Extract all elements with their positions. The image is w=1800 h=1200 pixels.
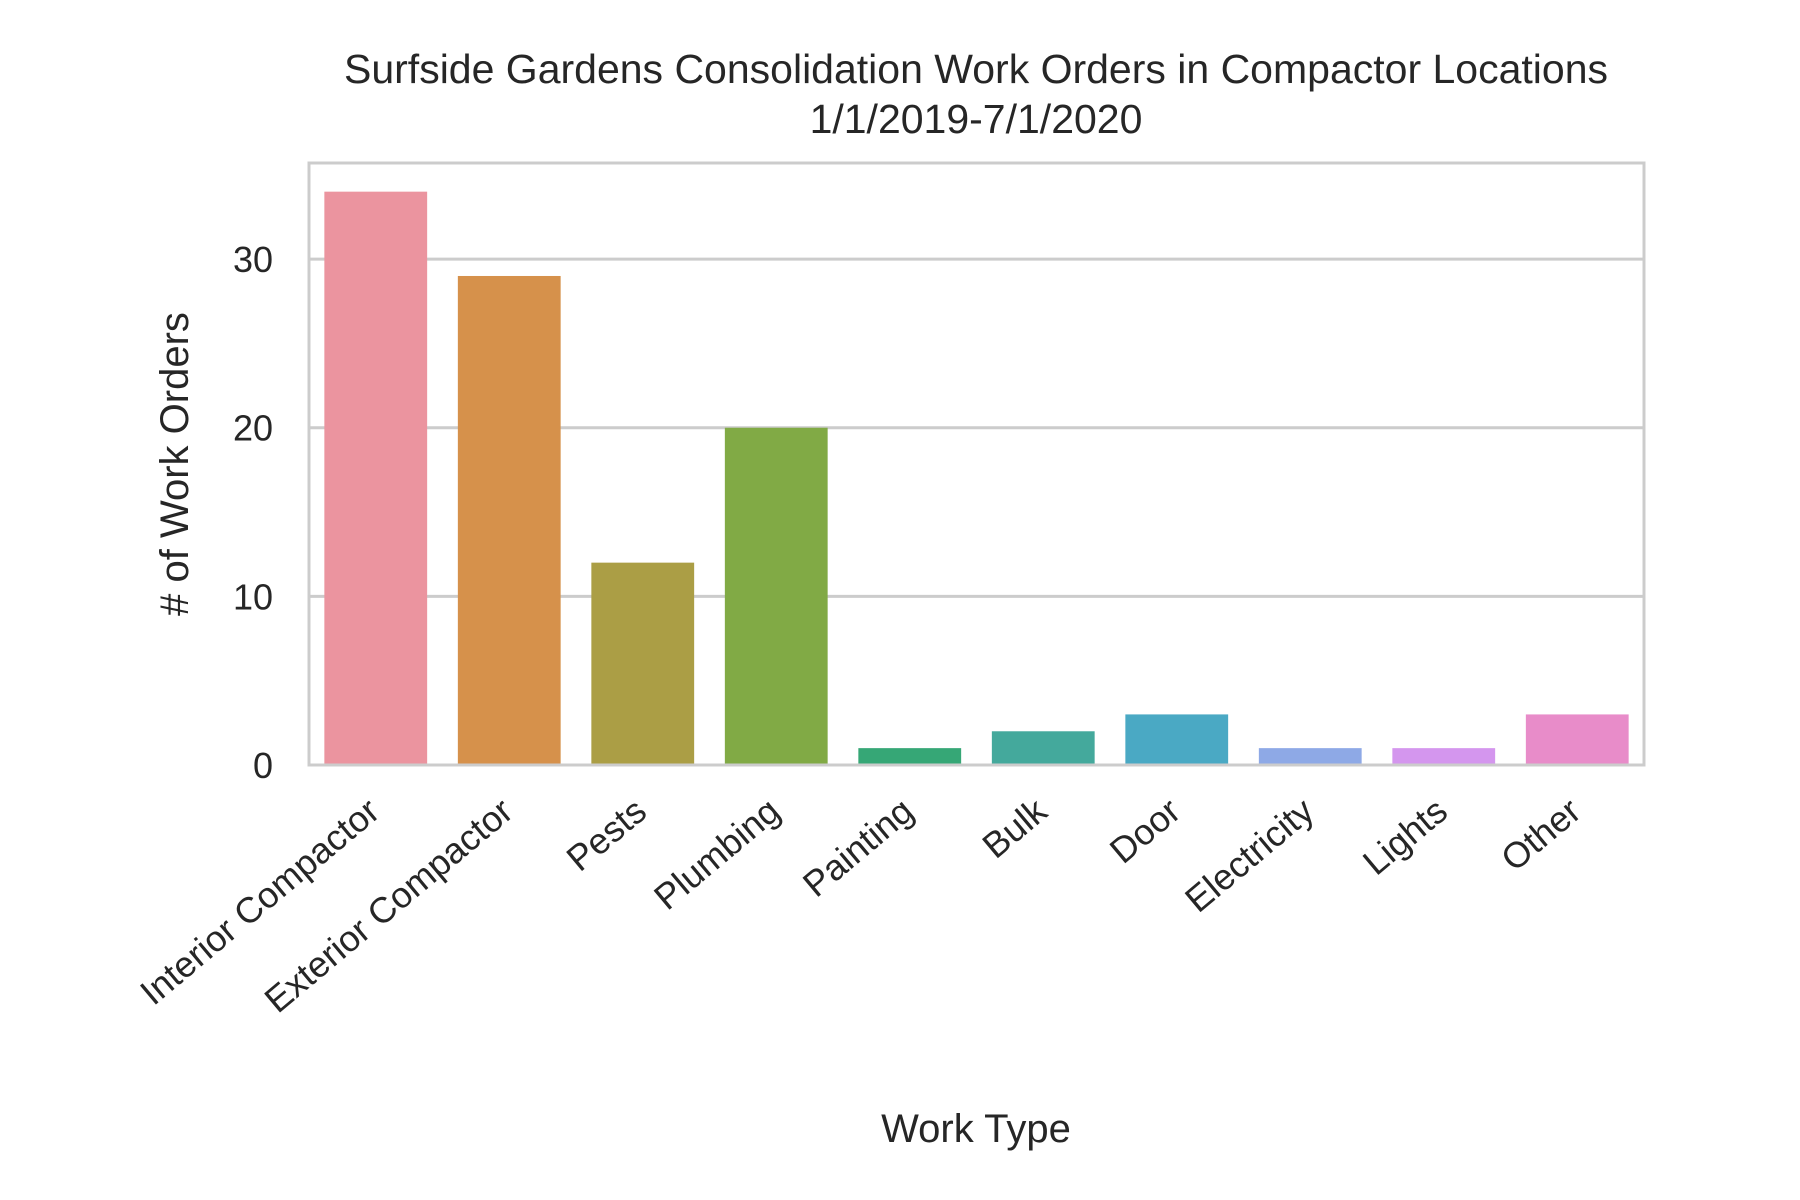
bar-door [1125,714,1229,765]
bar-electricity [1258,748,1362,765]
plot-frame [307,161,1646,767]
bar-plumbing [724,427,828,765]
y-tick-labels: 0 10 20 30 [233,239,273,786]
y-tick-label-0: 0 [253,745,273,786]
bar-bulk [991,731,1095,765]
y-axis-label: # of Work Orders [153,312,197,616]
x-axis-label: Work Type [881,1107,1071,1151]
chart-title-line-1: Surfside Gardens Consolidation Work Orde… [344,46,1608,92]
y-tick-label-10: 10 [233,576,273,617]
bars [324,191,1629,765]
bar-interior-compactor [324,191,428,765]
bar-other [1525,714,1629,765]
chart-title-line-2: 1/1/2019-7/1/2020 [810,96,1143,142]
bar-painting [858,748,962,765]
y-tick-label-20: 20 [233,408,273,449]
y-tick-label-30: 30 [233,239,273,280]
bar-lights [1392,748,1496,765]
bar-pests [591,562,695,765]
bar-exterior-compactor [457,275,561,765]
